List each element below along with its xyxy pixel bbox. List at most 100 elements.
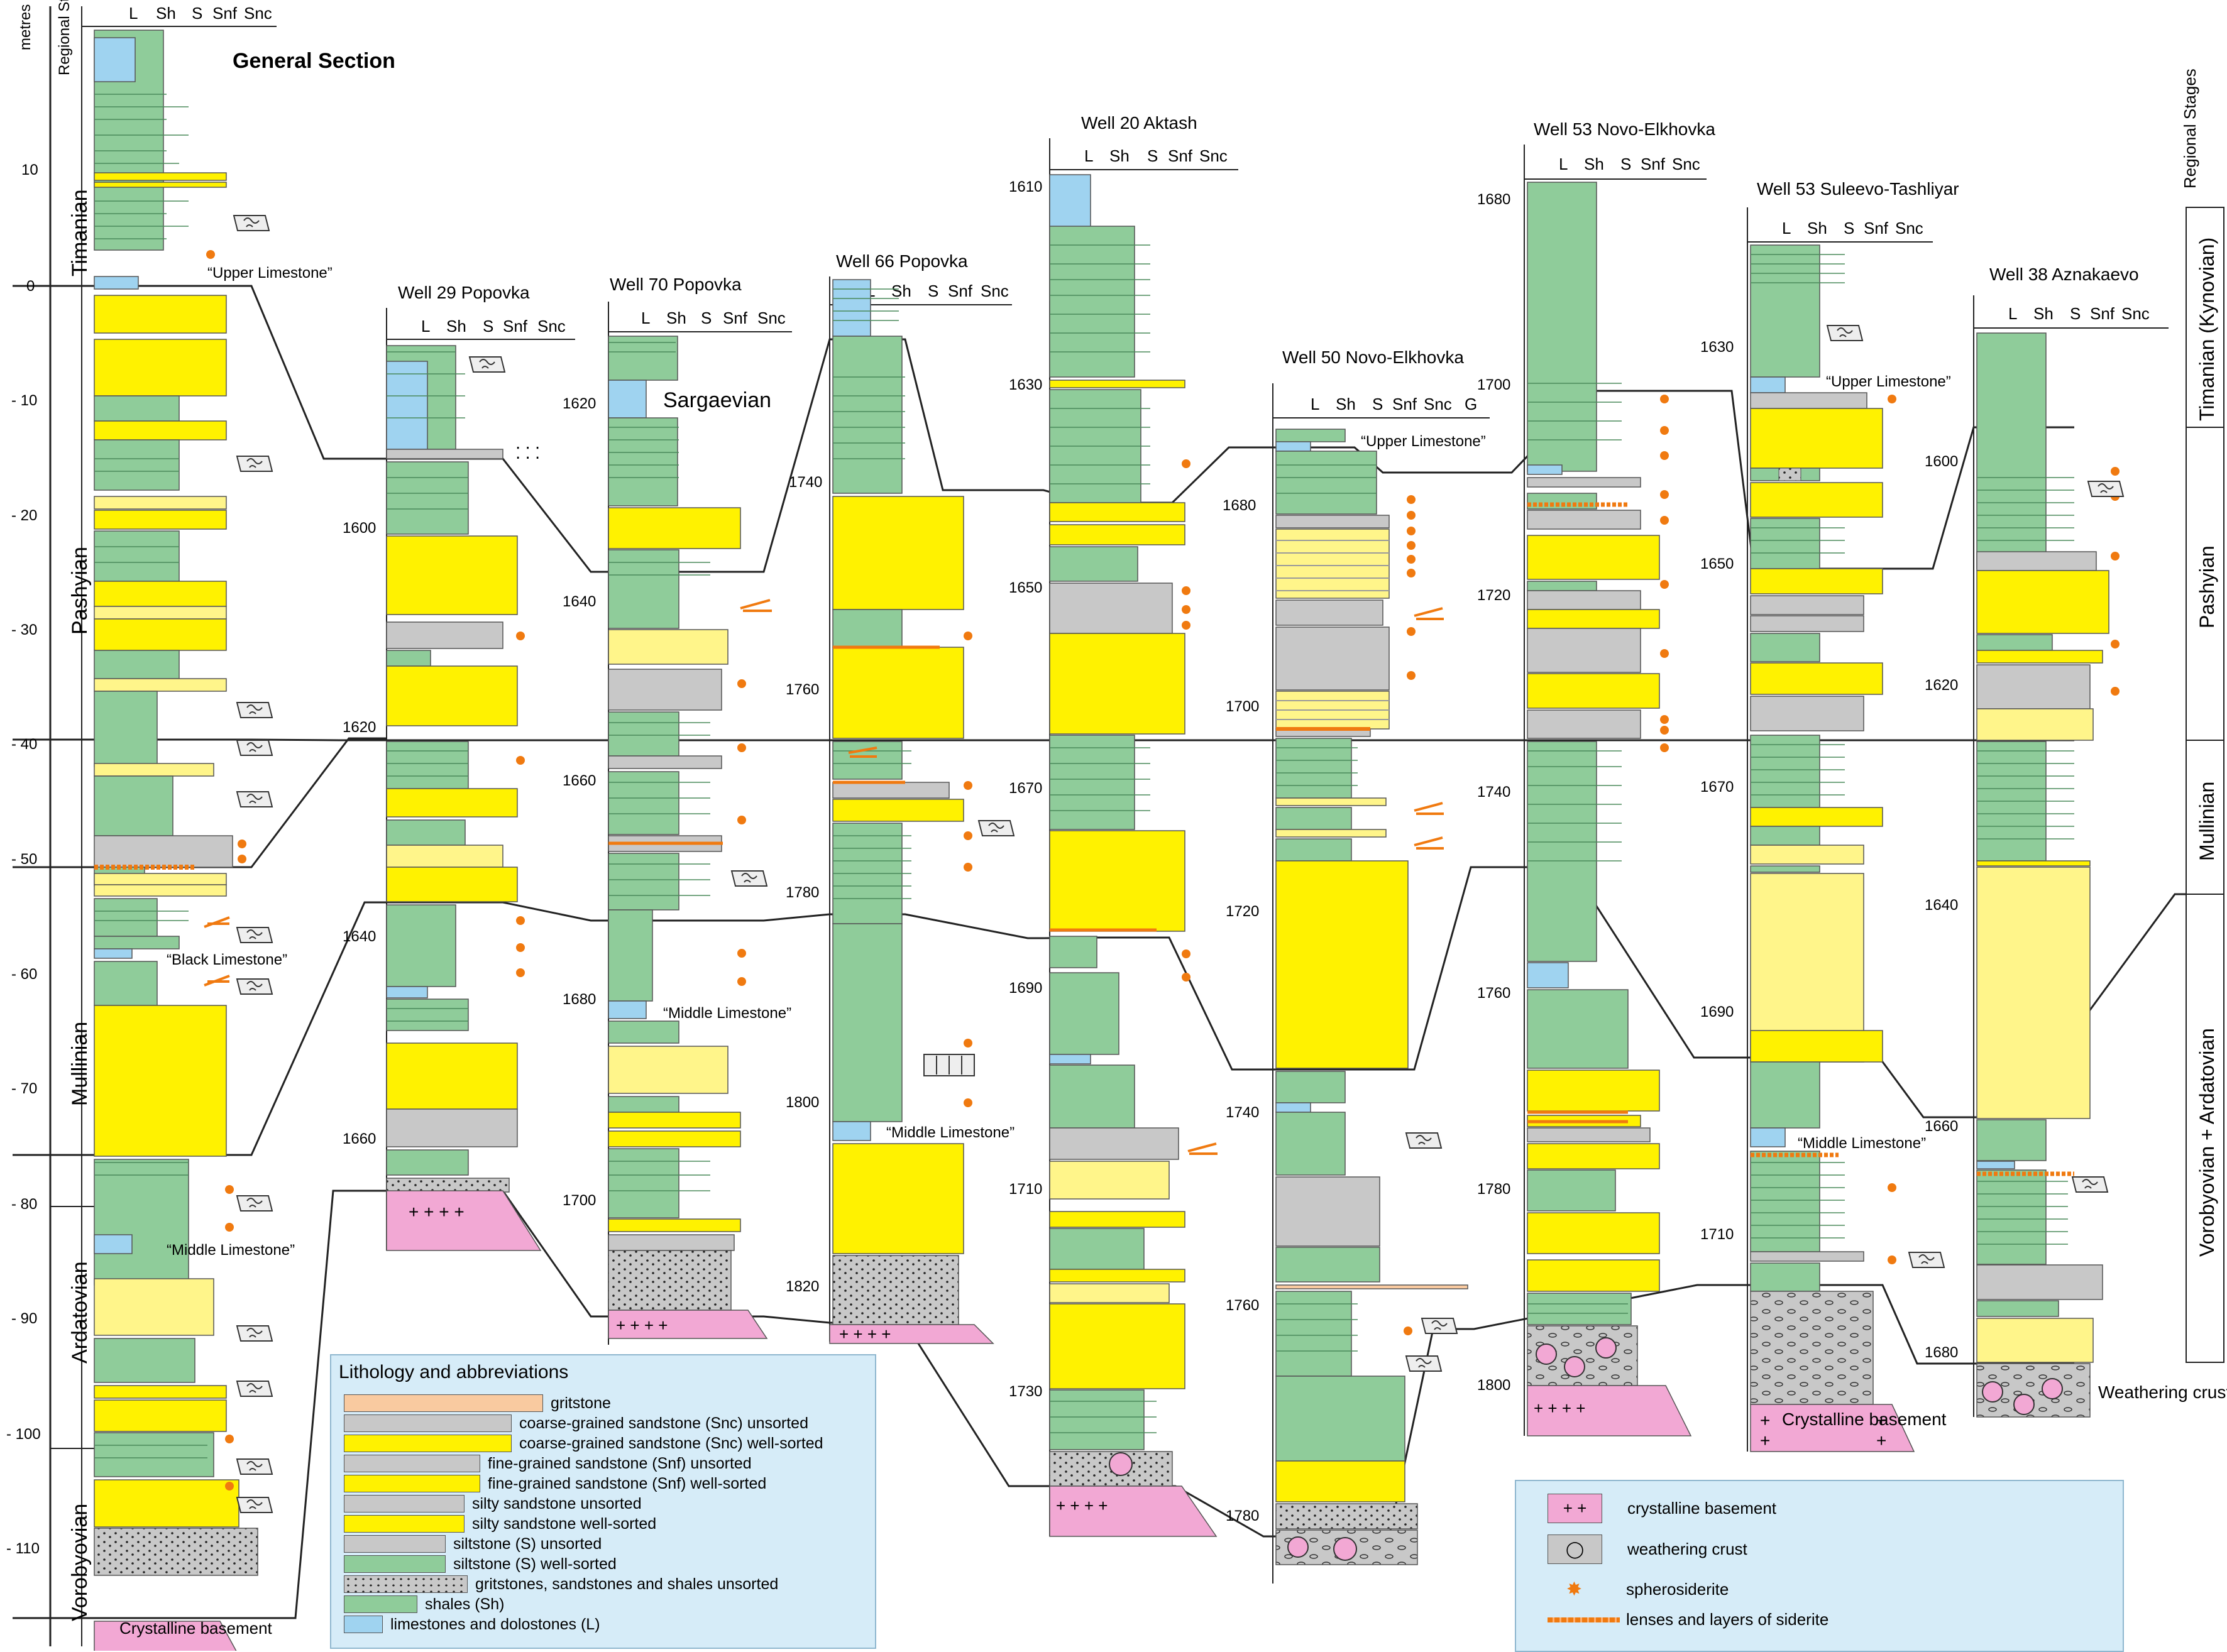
svg-text:Snc: Snc [981,282,1009,300]
note-middle-limestone: “Middle Limestone” [167,1242,295,1259]
svg-text:1650: 1650 [1009,579,1042,596]
svg-text:1720: 1720 [1477,587,1510,604]
stage-timanian: Timanian [68,189,92,276]
svg-text:1760: 1760 [1477,985,1510,1002]
note-weathering-crust: Weathering crust [2098,1382,2227,1402]
spherosiderite-icon [516,632,525,977]
svg-text:Sh: Sh [666,309,686,327]
well-title: Well 53 Suleevo-Tashliyar [1757,179,1959,199]
svg-text:1780: 1780 [1226,1507,1259,1524]
svg-text:10: 10 [21,161,38,178]
svg-text:1600: 1600 [343,520,376,537]
svg-text:1660: 1660 [563,772,596,789]
svg-text:Sh: Sh [446,317,466,336]
svg-text:Snc: Snc [537,317,566,336]
note-upper-limestone: “Upper Limestone” [207,265,333,282]
header-snc: Snc [244,4,272,23]
svg-text:Snc: Snc [1424,395,1452,413]
legend-item: fine-grained sandstone (Snf) unsorted [344,1453,823,1474]
legend-item: siltstone (S) unsorted [344,1534,823,1554]
svg-text:1740: 1740 [1226,1104,1259,1121]
stage-ardatovian: Ardatovian [68,1261,92,1364]
note-middle-limestone: “Middle Limestone” [1798,1135,1926,1152]
spherosiderite-icon [964,632,972,1107]
weathering-crust-swatch: ◯ [1548,1534,1602,1564]
svg-text:L: L [1311,395,1319,413]
svg-text:L: L [1782,219,1791,238]
well-20-aktash: Well 20 Aktash L Sh S Snf Snc 1610 1630 … [1009,113,1238,1537]
svg-text:Sh: Sh [1807,219,1827,238]
svg-text:1620: 1620 [343,719,376,736]
svg-text:1620: 1620 [1925,677,1958,694]
svg-text:+: + [1760,1431,1770,1450]
svg-text:S: S [1844,219,1854,238]
svg-text:1700: 1700 [1477,376,1510,393]
svg-text:1690: 1690 [1700,1004,1734,1020]
svg-text:Snc: Snc [2121,304,2150,323]
svg-text:Pashyian: Pashyian [2196,545,2218,628]
svg-text:- 20: - 20 [11,507,37,524]
legend-item: siltstone (S) well-sorted [344,1554,823,1574]
svg-text:1760: 1760 [1226,1297,1259,1314]
svg-text:Snc: Snc [1672,155,1700,173]
svg-text:L: L [1559,155,1568,173]
svg-text:- 70: - 70 [11,1080,37,1097]
svg-text:Sh: Sh [1109,146,1130,165]
svg-text:- 30: - 30 [11,621,37,638]
note-upper-limestone: “Upper Limestone” [1361,433,1486,450]
note-middle-limestone: “Middle Limestone” [886,1124,1015,1141]
symbols-legend: + + crystalline basement ◯ weathering cr… [1515,1480,2124,1652]
svg-text:1710: 1710 [1009,1181,1042,1198]
svg-text:- 110: - 110 [6,1540,40,1557]
well-70-popovka: Well 70 Popovka L Sh S Snf Snc 1620 1640… [563,275,792,1345]
svg-text:Snf: Snf [1392,395,1417,413]
svg-text:Snf: Snf [723,309,748,327]
svg-text:S: S [701,309,712,327]
svg-text:1640: 1640 [563,593,596,610]
svg-text:1680: 1680 [1477,191,1510,208]
note-sargaevian: Sargaevian [663,388,771,412]
lithology-legend: Lithology and abbreviations gritstone co… [330,1354,876,1649]
svg-text:+ + + +: + + + + [409,1202,465,1222]
svg-text:1690: 1690 [1009,980,1042,997]
well-66-popovka: Well 66 Popovka L Sh S Snf Snc 1740 1760… [786,251,1015,1344]
metres-label: metres [17,4,34,50]
svg-text:1640: 1640 [343,928,376,945]
note-upper-limestone: “Upper Limestone” [1826,373,1951,390]
legend-item: gritstone [344,1393,823,1413]
spherosiderite-icon [1660,395,1669,752]
fossil-icon [731,870,767,887]
spherosiderite-icon [1182,459,1190,982]
svg-text:+: + [1876,1431,1886,1450]
general-stages: Timanian Pashyian Mullinian Ardatovian V… [50,189,94,1621]
svg-text:1620: 1620 [563,395,596,412]
svg-text:Regional Stages: Regional Stages [2180,68,2199,189]
svg-text:+ + + +: + + + + [1534,1399,1585,1418]
svg-text:1740: 1740 [1477,784,1510,801]
svg-text:1640: 1640 [1925,897,1958,914]
svg-text:1680: 1680 [563,991,596,1008]
right-stage-column: Regional Stages Timanian (Kynovian) Pash… [2180,68,2224,1363]
crystalline-basement-swatch: + + [1548,1494,1602,1523]
general-section: metres Regional Stages L Sh S Snf Snc Ge… [6,0,395,1651]
well-53-novo-elkhovka: Well 53 Novo-Elkhovka L Sh S Snf Snc 168… [1477,119,1715,1436]
svg-text:1670: 1670 [1700,779,1734,796]
svg-text:Snf: Snf [1168,146,1193,165]
svg-text:1700: 1700 [1226,698,1259,715]
svg-text:Snc: Snc [1895,219,1923,238]
svg-text:1820: 1820 [786,1278,819,1295]
svg-text:Sh: Sh [891,282,911,300]
well-title: Well 50 Novo-Elkhovka [1282,347,1464,367]
svg-text:Snf: Snf [948,282,973,300]
svg-text:⁚ ⁚ ⁚: ⁚ ⁚ ⁚ [515,444,540,462]
header-sh: Sh [156,4,176,23]
svg-text:G: G [1465,395,1477,413]
svg-text:S: S [2070,304,2081,323]
legend2-item: + + crystalline basement [1548,1494,1776,1523]
basement-label: Crystalline basement [1782,1409,1947,1429]
legend-item: limestones and dolostones (L) [344,1614,823,1634]
svg-text:L: L [421,317,430,336]
legend-item: silty sandstone unsorted [344,1494,823,1514]
svg-text:1800: 1800 [1477,1377,1510,1394]
svg-text:- 10: - 10 [11,392,37,409]
